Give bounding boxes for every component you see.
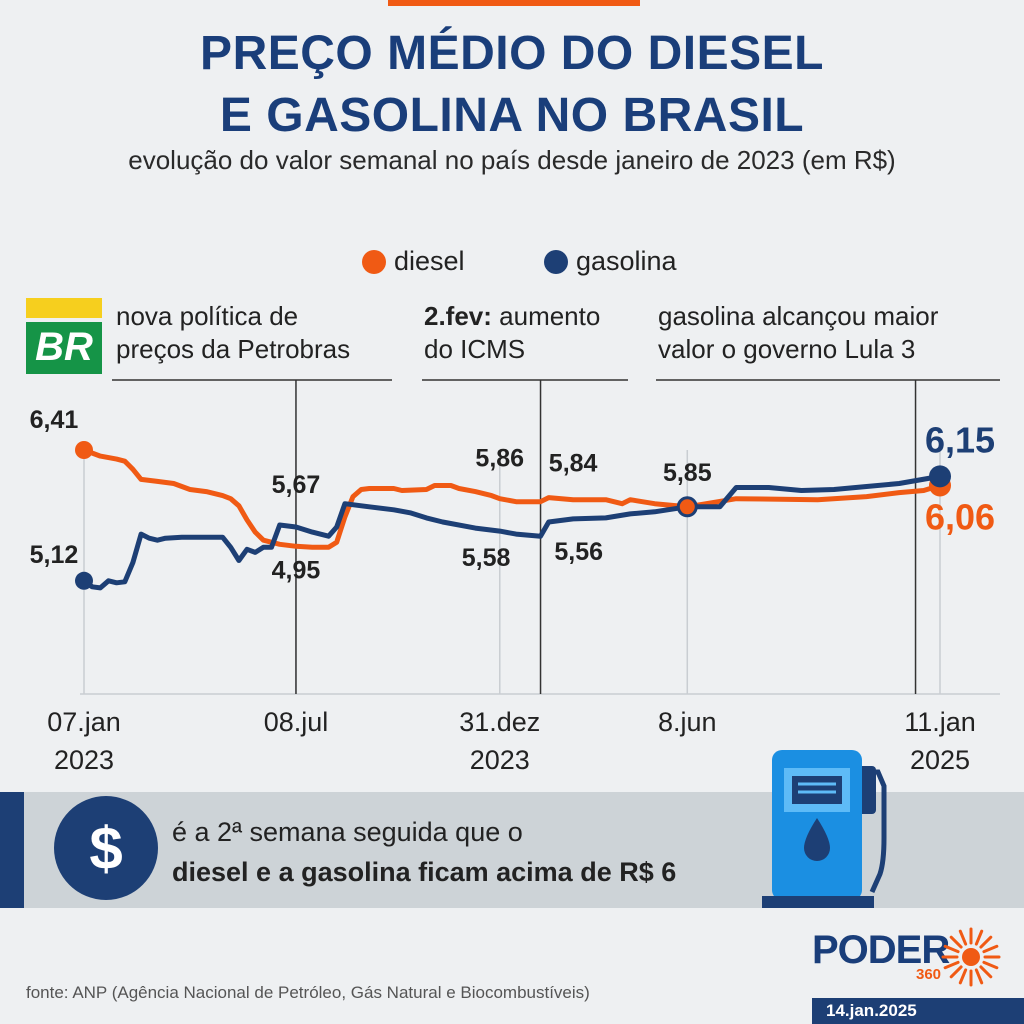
legend-dot-diesel — [362, 249, 386, 274]
dollar-icon: $ — [54, 796, 158, 900]
annotation-lula-line2: valor o governo Lula 3 — [658, 334, 916, 364]
legend-dot-gasolina — [544, 249, 568, 274]
annotation-petrobras-line1: nova política de — [116, 301, 299, 331]
annotation-petrobras-line2: preços da Petrobras — [116, 334, 351, 364]
x-tick-label-3: 8.jun — [658, 707, 717, 737]
data-label-gasolina-1: 5,12 — [30, 541, 79, 569]
marker-cross-jun — [676, 496, 698, 518]
source-note: fonte: ANP (Agência Nacional de Petróleo… — [26, 983, 590, 1002]
annotation-icms-date: 2.fev: — [424, 301, 492, 331]
x-tick-label-2: 31.dez — [459, 707, 540, 737]
x-tick-label-4: 11.jan — [904, 707, 976, 737]
brand-sub: 360 — [916, 966, 942, 983]
line-chart: 6,41 5,12 5,67 4,95 5,86 5,58 5,84 5,56 5,85 6,15… — [30, 379, 1000, 775]
annotation-lula: gasolina alcançou maior valor o governo … — [658, 300, 938, 366]
data-label-diesel-6: 5,84 — [549, 450, 598, 478]
legend-item-diesel: diesel — [362, 246, 465, 277]
data-label-gasolina-2: 5,67 — [272, 471, 321, 499]
data-label-diesel-10: 6,06 — [925, 496, 995, 537]
top-accent-bar — [388, 0, 640, 6]
data-label-gasolina-5: 5,58 — [462, 544, 511, 572]
annotation-petrobras: nova política de preços da Petrobras — [116, 300, 350, 366]
chart-title-line1: PREÇO MÉDIO DO DIESEL — [200, 27, 824, 80]
dollar-sign: $ — [89, 814, 123, 882]
legend-label-gasolina: gasolina — [576, 246, 677, 276]
annotation-lula-line1: gasolina alcançou maior — [658, 301, 939, 331]
sun-icon — [941, 927, 1001, 987]
chart-title-line2: E GASOLINA NO BRASIL — [219, 89, 805, 142]
data-label-gasolina-9: 6,15 — [925, 419, 995, 460]
legend-label-diesel: diesel — [394, 246, 465, 276]
banner-text: é a 2ª semana seguida que o diesel e a g… — [172, 812, 676, 892]
marker-gasolina-start — [75, 571, 93, 590]
annotation-icms: 2.fev: aumento do ICMS — [424, 300, 600, 366]
publish-date: 14.jan.2025 — [812, 998, 1024, 1024]
annotation-icms-line1: aumento — [491, 301, 601, 331]
fuel-pump-icon — [762, 750, 887, 908]
banner-accent — [0, 792, 24, 908]
petrobras-logo: BR — [26, 298, 102, 374]
banner-line1: é a 2ª semana seguida que o — [172, 817, 523, 847]
petrobras-logo-text: BR — [35, 325, 93, 369]
x-tick-year-2: 2023 — [470, 745, 530, 775]
legend-item-gasolina: gasolina — [544, 246, 677, 277]
data-label-diesel-4: 5,86 — [475, 445, 524, 473]
data-label-diesel-0: 6,41 — [30, 406, 79, 434]
chart-subtitle: evolução do valor semanal no país desde … — [128, 145, 896, 175]
data-label-diesel-3: 4,95 — [272, 556, 321, 584]
x-tick-year-0: 2023 — [54, 745, 114, 775]
data-label-diesel-8: 5,85 — [663, 459, 712, 487]
series-line-diesel — [81, 447, 943, 550]
marker-gasolina-end — [929, 465, 951, 488]
x-tick-label-0: 07.jan — [47, 707, 121, 737]
x-tick-year-4: 2025 — [910, 745, 970, 775]
marker-diesel-start — [75, 441, 93, 459]
banner-line2: diesel e a gasolina ficam acima de R$ 6 — [172, 857, 677, 887]
brand-name: PODER — [812, 928, 950, 972]
annotation-icms-line2: do ICMS — [424, 334, 526, 364]
data-label-gasolina-7: 5,56 — [554, 538, 603, 566]
x-tick-label-1: 08.jul — [264, 707, 329, 737]
